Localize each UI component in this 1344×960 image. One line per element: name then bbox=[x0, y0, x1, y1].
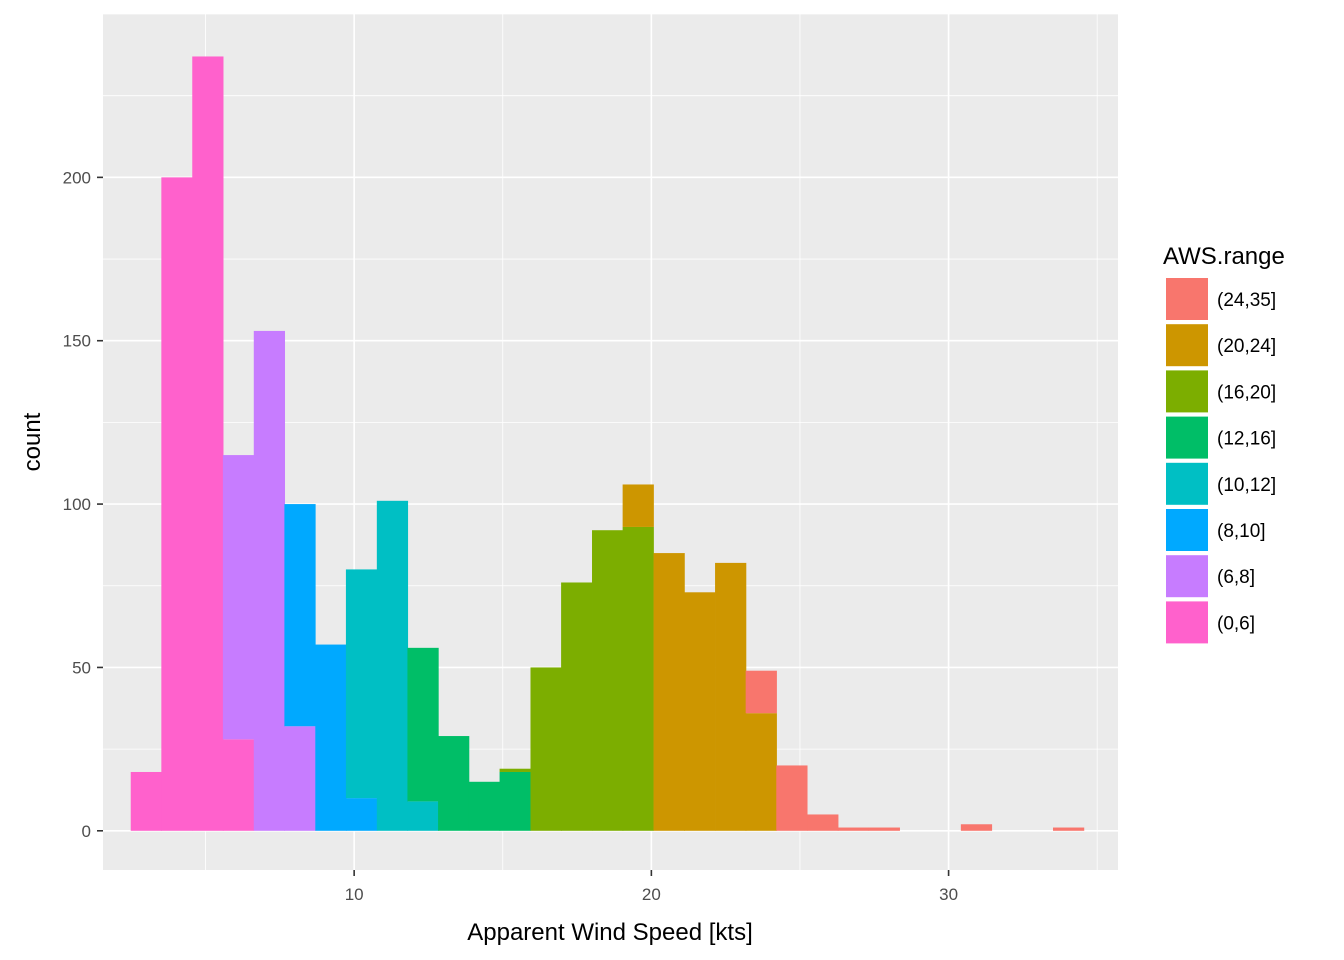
legend-key-swatch bbox=[1166, 555, 1208, 598]
histogram-bars bbox=[130, 56, 1085, 831]
histogram-bar-segment bbox=[130, 771, 162, 831]
histogram-bar-segment bbox=[345, 569, 378, 799]
legend-key-label: (16,20] bbox=[1217, 382, 1276, 403]
legend-key-label: (10,12] bbox=[1217, 475, 1276, 496]
histogram-bar-segment bbox=[684, 592, 716, 831]
y-tick-label: 100 bbox=[63, 495, 91, 514]
histogram-bar-segment bbox=[192, 56, 224, 831]
legend-key-swatch bbox=[1166, 370, 1208, 413]
histogram-bar-segment bbox=[222, 739, 255, 831]
histogram-bar-segment bbox=[407, 801, 439, 831]
histogram-bar-segment bbox=[530, 667, 562, 831]
histogram-bar-segment bbox=[499, 768, 531, 772]
legend-key-label: (8,10] bbox=[1217, 521, 1266, 542]
histogram-bar-segment bbox=[745, 670, 777, 714]
histogram-bar-segment bbox=[284, 504, 316, 727]
legend-key-label: (12,16] bbox=[1217, 429, 1276, 450]
legend-key-label: (6,8] bbox=[1217, 567, 1255, 588]
histogram-bar-segment bbox=[1052, 827, 1085, 831]
y-axis-title: count bbox=[19, 412, 46, 471]
histogram-bar-segment bbox=[837, 827, 870, 831]
histogram-bar-segment bbox=[376, 500, 409, 831]
histogram-bar-segment bbox=[284, 726, 316, 831]
histogram-bar-segment bbox=[715, 562, 747, 831]
histogram-bar-segment bbox=[499, 771, 531, 831]
legend-key-swatch bbox=[1166, 601, 1208, 644]
histogram-bar-segment bbox=[807, 814, 839, 831]
histogram-bar-segment bbox=[868, 827, 900, 831]
legend-key-swatch bbox=[1166, 462, 1208, 505]
histogram-bar-segment bbox=[468, 781, 501, 831]
x-tick-label: 30 bbox=[939, 885, 958, 904]
histogram-bar-segment bbox=[561, 582, 593, 831]
legend-title: AWS.range bbox=[1163, 243, 1285, 270]
histogram-bar-segment bbox=[438, 736, 470, 831]
histogram-bar-segment bbox=[653, 553, 685, 831]
histogram-bar-segment bbox=[622, 484, 654, 527]
histogram-bar-segment bbox=[315, 644, 347, 831]
histogram-bar-segment bbox=[222, 455, 255, 740]
histogram-bar-segment bbox=[776, 765, 808, 831]
legend-key-label: (24,35] bbox=[1217, 290, 1276, 311]
legend: AWS.range (24,35] (20,24] (16,20] (12,16] (1… bbox=[1163, 243, 1285, 644]
histogram-bar-segment bbox=[161, 177, 193, 831]
histogram-bar-segment bbox=[745, 713, 777, 831]
histogram-bar-segment bbox=[345, 798, 378, 831]
axes: 10 20 30 0 50 100 150 200 bbox=[63, 168, 958, 904]
legend-key-swatch bbox=[1166, 324, 1208, 367]
histogram-bar-segment bbox=[960, 824, 993, 831]
y-tick-label: 150 bbox=[63, 332, 91, 351]
histogram-bar-segment bbox=[592, 530, 624, 831]
y-tick-label: 50 bbox=[72, 658, 91, 677]
legend-key-swatch bbox=[1166, 278, 1208, 320]
legend-key-swatch bbox=[1166, 509, 1208, 551]
y-tick-label: 200 bbox=[63, 168, 91, 187]
legend-key-swatch bbox=[1166, 416, 1208, 459]
legend-key-label: (0,6] bbox=[1217, 613, 1255, 634]
histogram-bar-segment bbox=[407, 647, 439, 802]
legend-key-label: (20,24] bbox=[1217, 336, 1276, 357]
histogram-bar-segment bbox=[253, 330, 286, 831]
x-tick-label: 10 bbox=[345, 885, 364, 904]
x-tick-label: 20 bbox=[642, 885, 661, 904]
x-axis-title: Apparent Wind Speed [kts] bbox=[467, 919, 753, 946]
y-tick-label: 0 bbox=[82, 822, 91, 841]
histogram-bar-segment bbox=[622, 526, 654, 831]
